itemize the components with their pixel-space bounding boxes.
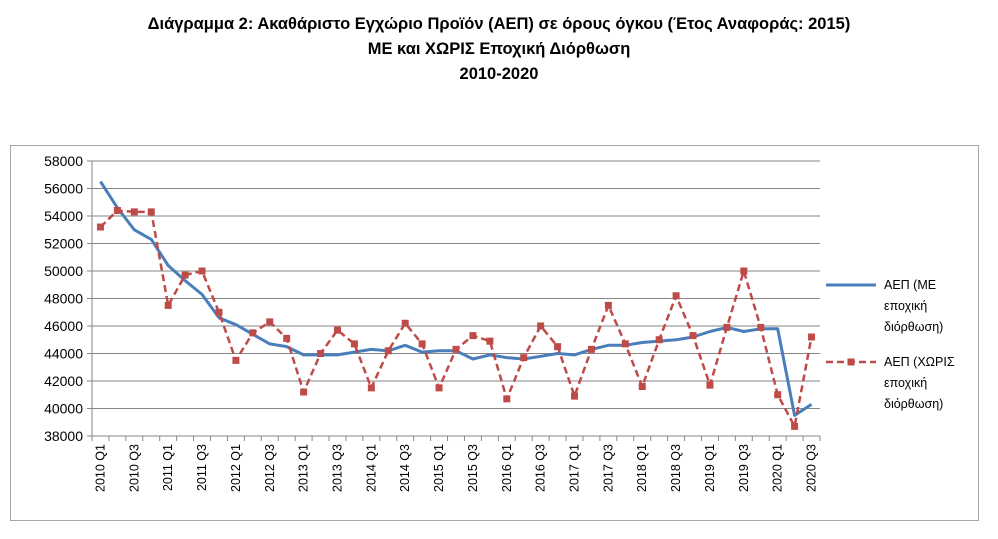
series-2-point: [333, 326, 341, 334]
series-2-point: [317, 350, 325, 357]
series-2-point: [96, 223, 104, 231]
y-tick-label: 46000: [44, 318, 83, 334]
series-2-point: [655, 336, 663, 344]
series-layer: [96, 180, 816, 430]
gridlines: [92, 160, 820, 437]
series-2-point: [706, 381, 714, 389]
series-2-point: [350, 340, 358, 348]
chart-title-line-2: ΜΕ και ΧΩΡΙΣ Εποχική Διόρθωση: [367, 40, 631, 58]
x-tick-label: 2015 Q1: [432, 444, 446, 492]
series-2-point: [740, 267, 748, 275]
series-2-point: [198, 267, 206, 275]
series-2-point: [791, 422, 799, 430]
y-tick-label: 56000: [44, 181, 83, 197]
series-2-point: [130, 208, 138, 216]
x-tick-label: 2016 Q1: [500, 444, 514, 492]
x-tick-label: 2014 Q1: [364, 444, 378, 492]
x-tick-label: 2011 Q1: [161, 444, 175, 491]
y-tick-label: 40000: [44, 401, 83, 417]
x-tick-label: 2013 Q3: [330, 444, 344, 492]
y-tick-label: 44000: [44, 346, 83, 362]
y-tick-label: 54000: [44, 208, 83, 224]
series-2-point: [520, 354, 528, 362]
legend-label-1: ΑΕΠ (ΜΕ: [884, 278, 936, 292]
series-2-point: [113, 207, 121, 214]
series-2-point: [164, 301, 172, 309]
legend: ΑΕΠ (ΜΕ εποχική διόρθωση) ΑΕΠ (ΧΩΡΙΣ εποχική…: [826, 278, 955, 411]
series-2-point: [537, 322, 545, 330]
x-tick-label: 2011 Q3: [195, 444, 209, 491]
x-tick-label: 2015 Q3: [466, 444, 480, 492]
x-tick-label: 2010 Q1: [93, 444, 107, 492]
legend-label-2: ΑΕΠ (ΧΩΡΙΣ: [884, 355, 955, 369]
legend-label-2: εποχική: [884, 376, 927, 390]
y-tick-label: 42000: [44, 373, 83, 389]
series-2-point: [401, 319, 409, 327]
x-tick-label: 2020 Q1: [771, 444, 785, 492]
series-2-point: [604, 301, 612, 309]
series-2-point: [571, 392, 579, 400]
x-tick-label: 2018 Q3: [669, 444, 683, 492]
series-2-point: [672, 292, 680, 300]
series-2-point: [689, 332, 697, 340]
y-axis: 38000 40000 42000 44000 46000 48000 50000 52000…: [44, 153, 93, 444]
series-2-point: [384, 347, 392, 355]
y-tick-label: 50000: [44, 263, 83, 279]
x-tick-label: 2019 Q1: [703, 444, 717, 492]
series-2-point: [452, 345, 460, 353]
series-2-point: [638, 383, 646, 390]
legend-label-2: διόρθωση): [884, 397, 943, 411]
x-tick-label: 2012 Q3: [263, 444, 277, 492]
series-2-point: [266, 318, 274, 326]
legend-label-1: διόρθωση): [884, 320, 943, 334]
x-axis: 2010 Q1 2010 Q3 2011 Q1 2011 Q3 2012 Q1 2012 …: [91, 435, 821, 492]
y-tick-label: 52000: [44, 236, 83, 252]
x-tick-label: 2020 Q3: [805, 444, 819, 492]
series-2-point: [486, 337, 494, 345]
y-tick-label: 58000: [44, 153, 83, 169]
series-2-point: [283, 334, 291, 342]
x-tick-label: 2018 Q1: [635, 444, 649, 492]
x-tick-label: 2016 Q3: [534, 444, 548, 492]
chart-title-block: Διάγραμμα 2: Ακαθάριστο Εγχώριο Προϊόν (…: [0, 12, 998, 87]
series-2-point: [181, 271, 189, 279]
series-line-2: [99, 209, 813, 428]
series-2-point: [232, 356, 240, 364]
chart-title-line-3: 2010-2020: [459, 65, 539, 83]
legend-label-1: εποχική: [884, 299, 927, 313]
series-2-point: [808, 333, 816, 341]
series-2-point: [147, 208, 155, 216]
series-2-point: [587, 345, 595, 353]
x-tick-label: 2010 Q3: [127, 444, 141, 492]
x-tick-label: 2017 Q1: [568, 444, 582, 492]
series-2-point: [757, 323, 765, 331]
series-2-point: [215, 308, 223, 316]
y-tick-label: 38000: [44, 428, 83, 444]
series-2-point: [300, 388, 308, 396]
x-tick-label: 2014 Q3: [398, 444, 412, 492]
x-tick-label: 2013 Q1: [297, 444, 311, 492]
series-2-point: [435, 384, 443, 392]
series-2-point: [367, 384, 375, 392]
series-2-point: [418, 340, 426, 348]
legend-marker-2: [847, 358, 855, 366]
x-tick-label: 2012 Q1: [229, 444, 243, 492]
series-2-point: [723, 323, 731, 331]
chart-frame: [10, 145, 979, 521]
series-2-point: [249, 329, 257, 337]
y-tick-label: 48000: [44, 291, 83, 307]
series-2-point: [469, 332, 477, 340]
x-tick-label: 2017 Q3: [601, 444, 615, 492]
chart-title-line-1: Διάγραμμα 2: Ακαθάριστο Εγχώριο Προϊόν (…: [147, 15, 851, 33]
series-2-point: [774, 391, 782, 399]
x-tick-label: 2019 Q3: [737, 444, 751, 492]
series-2-point: [503, 395, 511, 403]
series-2-point: [554, 343, 562, 351]
series-2-point: [621, 340, 629, 348]
